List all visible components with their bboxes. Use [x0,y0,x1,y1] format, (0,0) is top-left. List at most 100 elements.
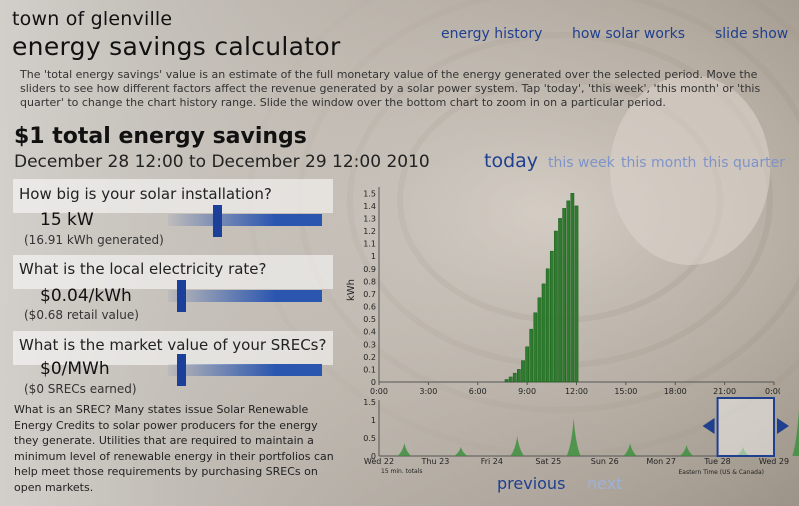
overview-timezone: Eastern Time (US & Canada) [678,469,764,476]
electricity-rate-panel [13,255,333,289]
bar [525,346,529,383]
x-tick-label: 0:00 [765,387,780,396]
srec-value-slider-thumb[interactable] [177,354,186,386]
tab-this-week[interactable]: this week [548,155,615,171]
electricity-rate-value: $0.04/kWh [40,286,132,306]
overview-chart[interactable]: 0 0.5 1 1.5 Wed 22 Thu 23 Fri 24 Sat 25 Sun 26 Mo… [360,396,799,476]
bar [512,372,517,383]
overview-peak [792,408,799,456]
overview-peak [566,418,581,456]
x-tick-label: 21:00 [713,387,736,396]
bar [529,328,534,383]
y-tick-label: 0.8 [363,277,376,286]
overview-x-tick-label: Sun 26 [591,457,619,466]
overview-y-tick-label: 1.5 [363,398,376,407]
solar-size-slider-thumb[interactable] [213,205,222,237]
window-right-arrow-icon[interactable] [777,418,789,434]
overview-peak [510,436,525,456]
page-title: energy savings calculator [12,32,341,61]
y-tick-label: 0.7 [363,290,376,299]
electricity-rate-sub: ($0.68 retail value) [24,308,139,322]
electricity-rate-question: What is the local electricity rate? [19,260,267,278]
bar [517,369,521,383]
nav-slide-show[interactable]: slide show [715,26,789,42]
bar [558,218,562,383]
bar [533,312,538,383]
overview-peak [623,443,638,456]
bar [574,205,579,383]
srec-value-panel [13,331,333,365]
electricity-rate-slider-track[interactable] [168,290,322,302]
solar-size-slider-track[interactable] [168,214,322,226]
y-tick-label: 1.1 [363,240,376,249]
x-tick-label: 0:00 [370,387,388,396]
tab-today[interactable]: today [484,150,539,172]
x-tick-label: 15:00 [614,387,637,396]
y-tick-label: 1.3 [363,214,376,223]
town-name: town of glenville [12,8,173,30]
y-tick-label: 0.6 [363,303,376,312]
bar [562,208,567,383]
date-range: December 28 12:00 to December 29 12:00 2… [14,152,430,172]
overview-x-tick-label: Tue 28 [703,457,730,466]
y-tick-label: 0.9 [363,265,376,274]
y-tick-label: 0.1 [363,365,376,374]
overview-x-tick-label: Wed 29 [759,457,789,466]
y-tick-label: 1.2 [363,227,376,236]
y-tick-label: 0.3 [363,340,376,349]
overview-peak [679,445,694,456]
bar [541,283,546,383]
previous-button[interactable]: previous [497,474,566,493]
solar-size-sub: (16.91 kWh generated) [24,233,164,247]
next-button[interactable]: next [587,474,623,493]
main-chart: 0 0.1 0.2 0.3 0.4 0.5 0.6 0.7 0.8 0.9 1 1.1 1.2 1.3 1.… [363,187,780,396]
x-tick-label: 9:00 [518,387,536,396]
total-savings: $1 total energy savings [14,124,307,149]
y-tick-label: 0.5 [363,315,376,324]
tab-this-quarter[interactable]: this quarter [703,155,785,171]
solar-size-panel [13,179,333,213]
main-chart-ylabel: kWh [346,278,357,301]
y-tick-label: 0.2 [363,353,376,362]
overview-x-tick-label: Fri 24 [481,457,503,466]
x-tick-label: 12:00 [565,387,588,396]
bar [504,379,509,383]
bar [566,200,571,383]
bar [521,360,525,383]
description-text: The 'total energy savings' value is an e… [20,68,761,109]
tab-this-month[interactable]: this month [621,155,697,171]
y-tick-label: 1.5 [363,189,376,198]
zoom-window[interactable] [716,397,776,457]
x-tick-label: 6:00 [469,387,487,396]
bar [554,230,558,383]
overview-x-tick-label: Sat 25 [535,457,561,466]
electricity-rate-slider-thumb[interactable] [177,280,186,312]
overview-x-tick-label: Thu 23 [421,457,450,466]
overview-peak [453,446,468,456]
bar [537,297,542,383]
srec-value-sub: ($0 SRECs earned) [24,382,137,396]
x-tick-label: 18:00 [664,387,687,396]
overview-note: 15 min. totals [381,468,423,475]
nav-energy-history[interactable]: energy history [441,26,543,42]
y-tick-label: 1.4 [363,202,376,211]
bar [545,268,550,383]
bar [549,250,554,383]
y-tick-label: 0.4 [363,328,376,337]
overview-peak [397,443,412,456]
y-tick-label: 1 [371,252,376,261]
overview-y-tick-label: 0 [371,452,376,461]
srec-value-value: $0/MWh [40,359,110,379]
solar-size-value: 15 kW [40,210,94,230]
window-left-arrow-icon[interactable] [702,418,715,434]
srec-explanation: What is an SREC? Many states issue Solar… [14,403,334,494]
overview-y-tick-label: 0.5 [363,434,376,443]
overview-x-tick-label: Mon 27 [646,457,676,466]
srec-value-question: What is the market value of your SRECs? [19,336,327,354]
overview-y-tick-label: 1 [371,416,376,425]
srec-value-slider-track[interactable] [168,364,322,376]
solar-size-question: How big is your solar installation? [19,185,272,203]
nav-how-solar-works[interactable]: how solar works [572,26,686,42]
bar [570,193,575,383]
